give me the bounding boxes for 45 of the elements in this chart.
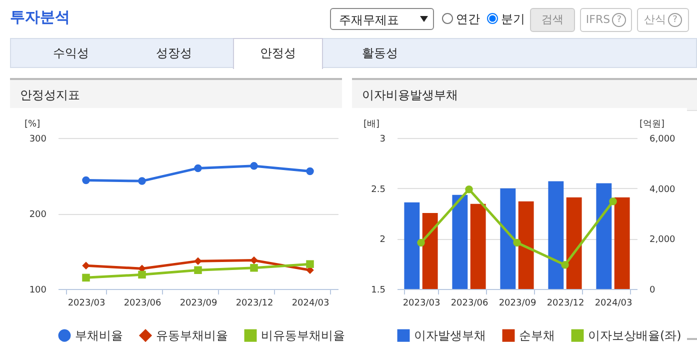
y-tick-label: 1.5 bbox=[371, 286, 386, 296]
y-tick-label: 2 bbox=[380, 235, 386, 246]
text: 연간 bbox=[455, 11, 480, 28]
y-tick-label: 2.5 bbox=[371, 184, 386, 195]
legend-label: 유동부채비율 bbox=[156, 328, 228, 342]
x-tick-label: 2023/09 bbox=[498, 298, 536, 308]
x-tick-label: 2023/03 bbox=[402, 298, 440, 308]
legend-label: 이자보상배율(좌) bbox=[588, 328, 682, 342]
y-tick-label: 300 bbox=[29, 134, 47, 144]
x-tick-label: 2024/03 bbox=[292, 298, 330, 308]
text: IFRS bbox=[586, 13, 610, 26]
x-tick-label: 2024/03 bbox=[594, 298, 632, 308]
y-tick-label: 100 bbox=[29, 286, 47, 296]
x-tick-label: 2023/09 bbox=[180, 298, 218, 308]
legend-label: 부채비율 bbox=[75, 328, 123, 342]
y-tick-label: 200 bbox=[29, 210, 47, 220]
legend-label: 이자발생부채 bbox=[414, 328, 486, 342]
text: 주재무제표 bbox=[330, 8, 434, 30]
y2-tick-label: 0 bbox=[650, 286, 656, 296]
chart-title: 안정성지표 bbox=[10, 80, 342, 111]
y2-tick-label: 6,000 bbox=[650, 134, 676, 144]
legend-label: 순부채 bbox=[519, 328, 555, 342]
y2-tick-label: 2,000 bbox=[650, 235, 676, 246]
x-tick-label: 2023/12 bbox=[236, 298, 274, 308]
chart-title: 이자비용발생부채 bbox=[352, 80, 697, 111]
text: 활동성 bbox=[361, 45, 399, 62]
text: 안정성 bbox=[233, 38, 323, 69]
text: 성장성 bbox=[155, 45, 193, 62]
text: 투자분석 bbox=[10, 8, 70, 27]
y-axis-title: [배] bbox=[364, 120, 380, 130]
text: 분기 bbox=[500, 11, 525, 28]
y2-tick-label: 4,000 bbox=[650, 184, 676, 195]
x-tick-label: 2023/03 bbox=[68, 298, 106, 308]
y-axis-title: [%] bbox=[24, 120, 40, 130]
x-tick-label: 2023/12 bbox=[546, 298, 584, 308]
y2-axis-title: [억원] bbox=[640, 120, 665, 130]
help-icon: ? bbox=[612, 12, 626, 27]
x-tick-label: 2023/06 bbox=[450, 298, 488, 308]
y-tick-label: 3 bbox=[380, 134, 386, 144]
legend-label: 비유동부채비율 bbox=[261, 328, 345, 342]
text: 산식 bbox=[644, 13, 666, 26]
text: 수익성 bbox=[52, 45, 90, 62]
x-tick-label: 2023/06 bbox=[124, 298, 162, 308]
text: 검색 bbox=[530, 8, 575, 32]
help-icon: ? bbox=[668, 12, 682, 27]
